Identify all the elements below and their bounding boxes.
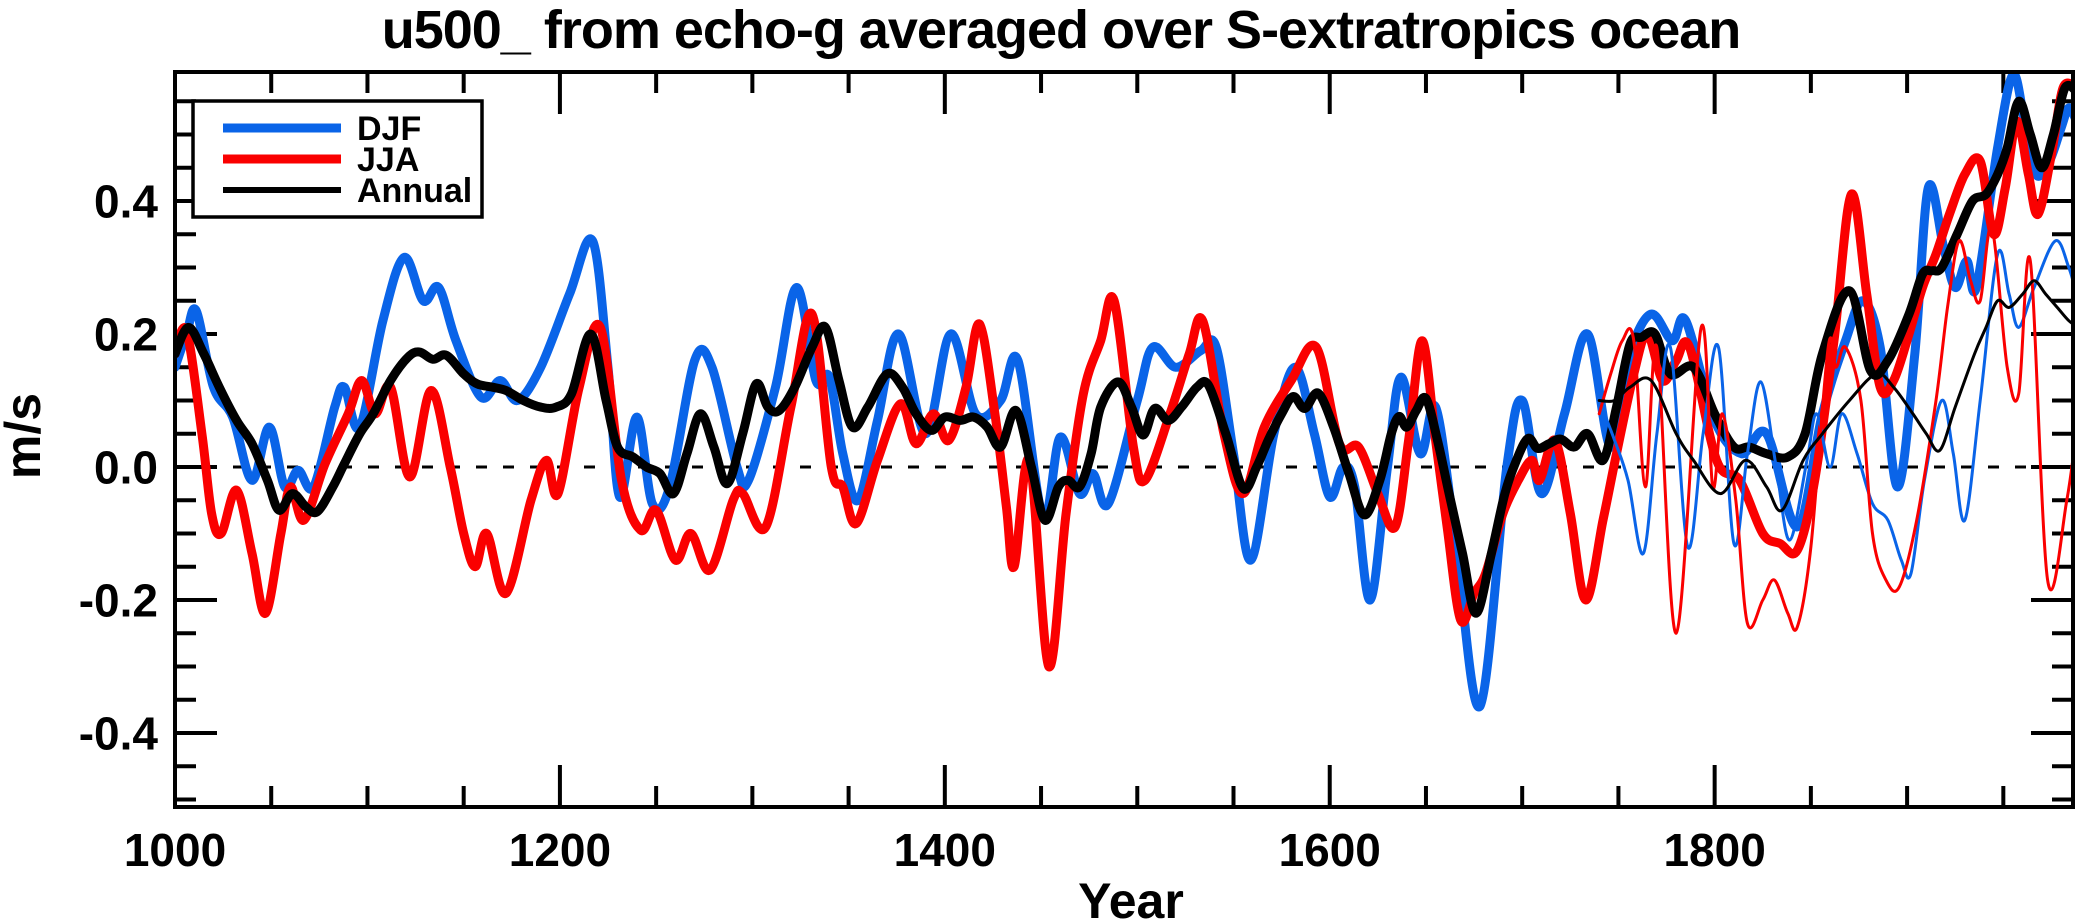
legend-label-djf: DJF xyxy=(357,110,421,148)
x-tick-label: 1200 xyxy=(509,824,611,876)
chart-title: u500_ from echo-g averaged over S-extrat… xyxy=(382,0,1741,60)
series-line-djf-thin-late-period-overlay xyxy=(1597,239,2071,580)
series-line-annual-thin-late-period-overlay xyxy=(1597,279,2071,513)
y-tick-label: 0.4 xyxy=(94,176,158,228)
y-tick-label: 0.0 xyxy=(94,442,158,494)
y-tick-label: -0.2 xyxy=(79,575,158,627)
legend-label-jja: JJA xyxy=(357,141,419,179)
x-tick-label: 1000 xyxy=(124,824,226,876)
y-tick-label: -0.4 xyxy=(79,708,159,760)
x-tick-label: 1600 xyxy=(1279,824,1381,876)
x-tick-label: 1800 xyxy=(1663,824,1765,876)
legend-label-annual: Annual xyxy=(357,172,472,210)
y-tick-label: 0.2 xyxy=(94,309,158,361)
x-axis-title: Year xyxy=(1078,873,1184,924)
series-line-jja xyxy=(177,78,2071,672)
x-tick-label: 1400 xyxy=(894,824,996,876)
plot-frame xyxy=(173,70,2075,809)
y-axis-title: m/s xyxy=(0,393,51,479)
series-line-jja-thin-late-period-overlay xyxy=(1597,225,2071,635)
